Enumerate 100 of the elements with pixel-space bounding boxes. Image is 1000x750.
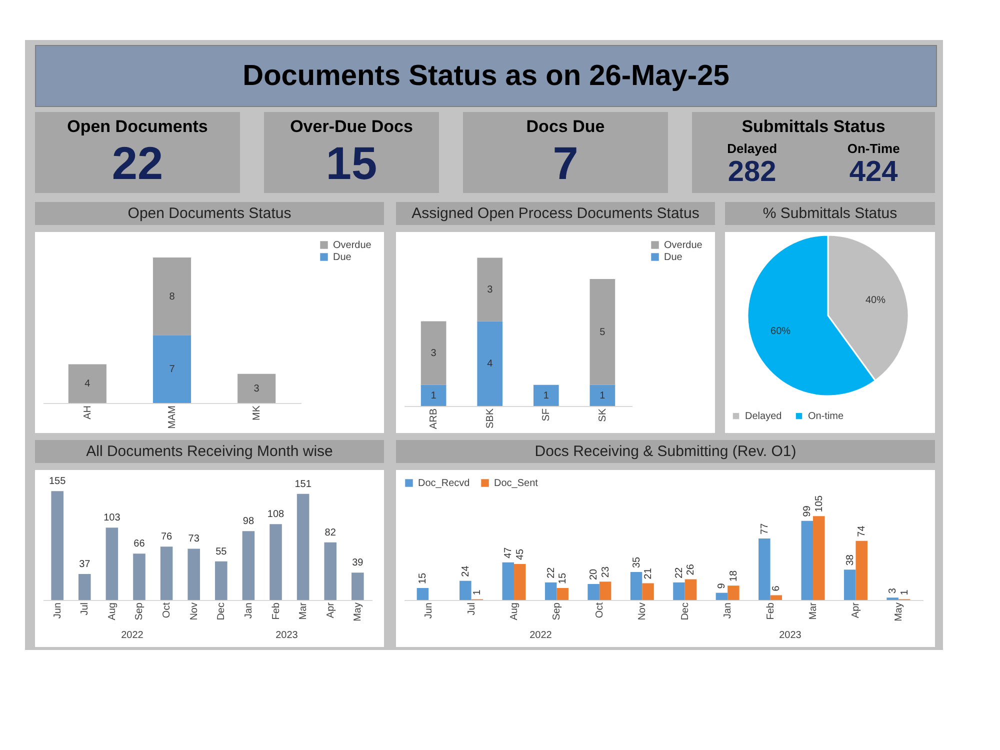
bar (51, 491, 64, 600)
bar (770, 595, 782, 600)
x-tick-label: Feb (270, 602, 282, 620)
data-label: 66 (134, 538, 146, 550)
data-label: 7 (169, 364, 176, 376)
data-label: 55 (216, 546, 228, 558)
bar (416, 588, 429, 600)
bar (588, 584, 600, 600)
x-tick-label: Mar (298, 602, 310, 620)
legend-label: Overdue (333, 240, 372, 251)
data-label: 23 (600, 566, 612, 578)
x-tick-label: Jan (722, 602, 734, 619)
legend-label: Doc_Recvd (418, 478, 470, 489)
x-tick-label: Jul (466, 602, 478, 616)
x-tick-label: Nov (188, 602, 200, 620)
x-tick-label: Jun (52, 602, 64, 619)
data-label: 1 (543, 390, 550, 402)
text: 424 (848, 156, 899, 189)
data-label: 1 (430, 390, 437, 402)
data-label: 1 (600, 390, 606, 402)
data-label: 82 (324, 527, 336, 538)
data-label: 76 (160, 532, 173, 543)
text: 2022 (528, 630, 553, 641)
bar (420, 384, 446, 406)
data-label: 3 (430, 348, 437, 360)
text: Docs Due (525, 117, 606, 137)
data-label: 5 (600, 326, 606, 338)
x-tick-label: Jul (80, 602, 91, 616)
data-label: 155 (48, 476, 66, 488)
x-tick-label: Nov (637, 602, 648, 620)
data-label: 3 (487, 284, 494, 296)
bar (844, 570, 856, 600)
data-label: 38 (844, 554, 856, 566)
x-tick-label: Sep (552, 602, 563, 620)
bar (242, 531, 255, 600)
data-label: 22 (674, 566, 685, 578)
data-label: 60% (770, 326, 791, 337)
chart-title: Docs Receiving & Submitting (Rev. O1) (396, 440, 935, 463)
data-label: 45 (514, 548, 526, 560)
legend-label: Due (333, 252, 352, 263)
bar (152, 335, 192, 403)
bar (533, 384, 559, 406)
data-label: 103 (104, 512, 121, 524)
data-label: 21 (643, 568, 654, 580)
bar (160, 546, 173, 600)
data-label: 1 (899, 589, 910, 596)
data-label: 3 (888, 588, 899, 594)
data-label: 105 (814, 494, 825, 512)
x-tick-label: Apr (850, 602, 862, 618)
data-label: 37 (79, 559, 91, 570)
bar (716, 592, 728, 600)
legend-label: Overdue (664, 240, 703, 251)
data-label: 9 (716, 582, 728, 589)
text: Open Documents (66, 117, 209, 137)
text: Over-Due Docs (289, 117, 414, 137)
data-label: 4 (84, 378, 91, 390)
x-tick-label: ARB (428, 408, 440, 430)
bar (152, 257, 192, 336)
bar (238, 374, 276, 403)
bar (477, 258, 503, 322)
data-label: 1 (472, 589, 484, 596)
data-label: 3 (254, 383, 260, 394)
x-tick-label: Feb (765, 602, 776, 620)
x-tick-label: Aug (508, 602, 520, 620)
bar (801, 520, 814, 600)
data-label: 40% (865, 295, 886, 306)
text: On-Time (847, 141, 900, 156)
data-label: 15 (558, 572, 569, 584)
bar (133, 554, 146, 600)
x-tick-label: SBK (484, 408, 496, 429)
data-label: 4 (487, 358, 494, 370)
bar (599, 582, 612, 600)
data-label: 24 (460, 565, 472, 577)
text: 2023 (778, 630, 802, 641)
data-label: 98 (242, 516, 254, 528)
legend-label: On-time (808, 411, 844, 422)
x-tick-label: Apr (325, 602, 336, 618)
data-label: 22 (546, 566, 557, 578)
x-tick-label: MK (252, 405, 263, 420)
bar (630, 572, 642, 600)
chart-title: % Submittals Status (725, 202, 935, 225)
bar (728, 586, 740, 600)
data-label: 26 (686, 564, 697, 576)
bar (477, 321, 503, 406)
data-label: 15 (418, 572, 429, 584)
text: 282 (727, 156, 778, 189)
legend-label: Delayed (745, 411, 782, 422)
bar (556, 588, 568, 600)
bar (460, 580, 472, 600)
bar (514, 564, 526, 600)
legend-label: Due (664, 252, 683, 263)
bar (324, 542, 337, 600)
bar (673, 582, 685, 600)
x-tick-label: Dec (216, 602, 228, 620)
data-label: 47 (503, 546, 514, 558)
bar (188, 548, 200, 600)
bar (544, 582, 557, 600)
data-label: 35 (631, 556, 642, 568)
x-tick-label: SK (597, 408, 608, 422)
bar (684, 579, 697, 600)
